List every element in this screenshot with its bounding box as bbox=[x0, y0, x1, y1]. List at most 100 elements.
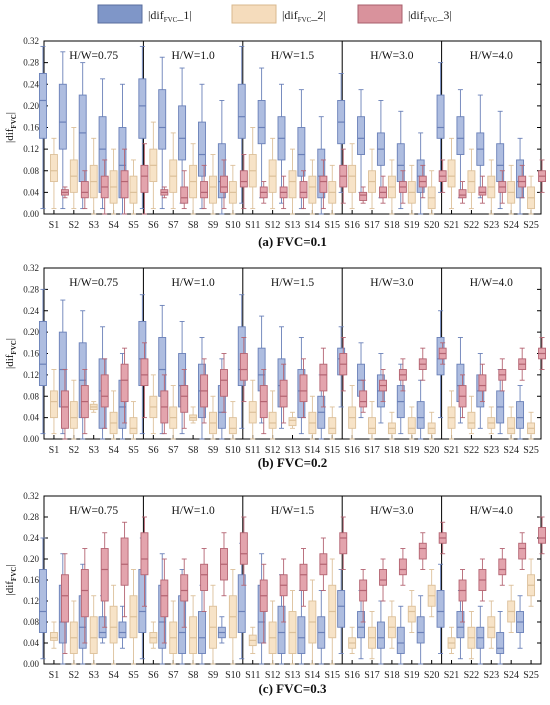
box-body bbox=[288, 170, 297, 199]
box-series-2 bbox=[308, 395, 317, 440]
group-label: H/W=3.0 bbox=[370, 50, 413, 62]
box-series-2 bbox=[368, 401, 376, 440]
box-body bbox=[257, 100, 266, 145]
box-series-2 bbox=[89, 401, 98, 413]
box-body bbox=[180, 574, 189, 602]
box-series-3 bbox=[239, 337, 248, 403]
panel-caption: (a) FVC=0.1 bbox=[258, 234, 327, 249]
x-tick-label: S3 bbox=[88, 445, 99, 456]
box-series-2 bbox=[129, 159, 138, 215]
box-body bbox=[418, 542, 427, 560]
box-body bbox=[279, 379, 288, 408]
x-tick-label: S22 bbox=[464, 445, 480, 456]
box-series-3 bbox=[279, 175, 288, 210]
box-series-1 bbox=[38, 537, 47, 660]
box-series-2 bbox=[487, 600, 496, 649]
legend-item: |difFVC_2| bbox=[231, 4, 326, 24]
box-body bbox=[376, 621, 385, 649]
box-series-2 bbox=[169, 132, 178, 210]
box-series-1 bbox=[516, 595, 525, 649]
box-series-2 bbox=[268, 390, 277, 440]
box-series-1 bbox=[217, 616, 226, 644]
box-body bbox=[507, 417, 516, 435]
box-body bbox=[80, 181, 89, 199]
x-tick-label: S14 bbox=[305, 670, 321, 681]
box-series-2 bbox=[49, 137, 58, 210]
box-series-2 bbox=[427, 170, 436, 215]
box-body bbox=[198, 611, 206, 654]
box-body bbox=[140, 532, 149, 576]
chart-panel: H/W=0.75 H/W=1.0 H/W=1.5 H/W=3.0 H/W=4.0 0.00… bbox=[4, 491, 547, 696]
x-tick-label: S1 bbox=[49, 670, 60, 681]
y-tick-label: 0.32 bbox=[23, 36, 39, 46]
box-series-2 bbox=[209, 584, 217, 665]
box-series-3 bbox=[458, 374, 467, 419]
x-tick-label: S5 bbox=[128, 445, 139, 456]
y-tick-label: 0.28 bbox=[23, 512, 39, 522]
box-body bbox=[100, 548, 109, 602]
box-body bbox=[456, 611, 465, 639]
group-label: H/W=4.0 bbox=[470, 277, 513, 289]
legend: |difFVC_1| |difFVC_2| |difFVC_3| bbox=[97, 4, 452, 24]
box-series-3 bbox=[180, 170, 189, 210]
box-series-3 bbox=[379, 558, 387, 602]
box-series-1 bbox=[38, 288, 47, 435]
box-body bbox=[416, 401, 425, 429]
box-body bbox=[38, 569, 47, 633]
box-body bbox=[396, 626, 405, 654]
box-series-3 bbox=[299, 170, 308, 210]
box-body bbox=[180, 186, 189, 204]
group-label: H/W=3.0 bbox=[370, 505, 413, 517]
x-tick-label: S2 bbox=[69, 670, 80, 681]
box-body bbox=[109, 605, 118, 644]
box-series-2 bbox=[308, 579, 317, 665]
box-body bbox=[49, 154, 58, 183]
legend-swatch bbox=[231, 4, 277, 24]
box-series-2 bbox=[387, 600, 396, 649]
x-tick-label: S7 bbox=[168, 445, 179, 456]
box-series-3 bbox=[80, 170, 89, 210]
x-tick-label: S2 bbox=[69, 445, 80, 456]
box-series-3 bbox=[359, 379, 368, 413]
box-series-1 bbox=[376, 600, 385, 665]
x-tick-label: S18 bbox=[384, 670, 400, 681]
box-body bbox=[518, 542, 527, 560]
x-tick-label: S10 bbox=[225, 670, 241, 681]
box-body bbox=[140, 164, 149, 193]
box-series-3 bbox=[498, 170, 507, 204]
box-body bbox=[467, 411, 476, 429]
y-axis-label: |difFVC| bbox=[4, 338, 18, 369]
box-body bbox=[89, 616, 98, 654]
box-series-1 bbox=[376, 100, 385, 199]
box-body bbox=[198, 121, 206, 177]
box-series-2 bbox=[69, 600, 78, 665]
box-series-1 bbox=[58, 51, 67, 210]
box-series-3 bbox=[279, 558, 288, 623]
box-series-2 bbox=[129, 569, 138, 665]
box-series-2 bbox=[129, 401, 138, 440]
box-series-3 bbox=[458, 181, 467, 204]
box-series-2 bbox=[467, 611, 476, 660]
x-tick-label: S1 bbox=[49, 220, 60, 231]
box-series-1 bbox=[38, 45, 47, 210]
legend-swatch bbox=[97, 4, 143, 24]
box-series-2 bbox=[149, 374, 158, 435]
x-tick-label: S7 bbox=[168, 220, 179, 231]
box-body bbox=[78, 94, 87, 183]
x-tick-label: S17 bbox=[364, 670, 380, 681]
x-tick-label: S22 bbox=[464, 670, 480, 681]
box-body bbox=[200, 181, 209, 199]
x-tick-label: S5 bbox=[128, 670, 139, 681]
box-series-2 bbox=[328, 406, 337, 440]
box-body bbox=[319, 175, 328, 193]
y-tick-label: 0.08 bbox=[23, 391, 39, 401]
group-label: H/W=3.0 bbox=[370, 277, 413, 289]
box-series-3 bbox=[80, 369, 89, 435]
x-tick-label: S24 bbox=[503, 220, 519, 231]
box-body bbox=[220, 369, 228, 397]
group-label: H/W=4.0 bbox=[470, 505, 513, 517]
box-series-2 bbox=[89, 137, 98, 215]
box-series-2 bbox=[368, 611, 376, 660]
box-series-3 bbox=[478, 363, 487, 403]
